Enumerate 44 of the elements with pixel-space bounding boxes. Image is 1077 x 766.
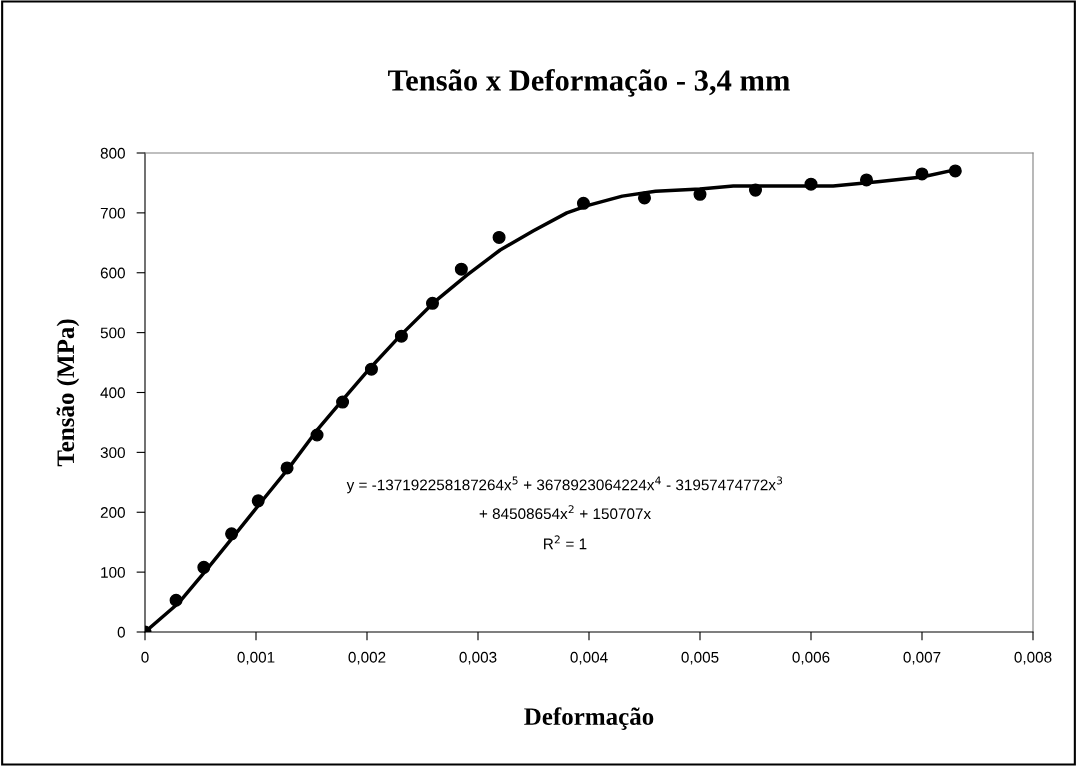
point [251, 494, 265, 508]
y-tick-label: 100 [101, 566, 125, 578]
point [169, 593, 183, 607]
point [336, 395, 350, 409]
y-axis-title: Tensão (MPa) [56, 319, 80, 467]
point [748, 183, 763, 197]
x-tick-label: 0,004 [570, 651, 608, 665]
point [915, 167, 929, 181]
y-tick-label: 0 [117, 626, 125, 638]
y-tick-label: 600 [100, 267, 125, 279]
point [859, 173, 874, 187]
annotation: y = -137192258187264x$^{5}$ + 3678923064224x$^{4}$ - 31957474772x$^{3}$ [346, 476, 783, 494]
x-tick-label: 0 [141, 651, 149, 663]
point [310, 428, 324, 442]
x-tick-label: 0,002 [348, 651, 386, 665]
point [425, 296, 439, 310]
x-tick-label: 0,001 [237, 651, 275, 665]
point [364, 362, 378, 376]
point [197, 560, 211, 574]
point [280, 461, 294, 475]
x-tick-label: 0,006 [792, 651, 830, 665]
y-tick-label: 800 [100, 147, 125, 159]
x-tick-label: 0,005 [681, 651, 719, 665]
y-tick-label: 500 [100, 327, 125, 339]
y-tick-label: 700 [100, 207, 125, 219]
y-tick-label: 400 [100, 387, 125, 399]
point [576, 196, 590, 210]
y-tick-label: 300 [100, 447, 125, 459]
point [394, 329, 408, 343]
x-tick-label: 0,007 [903, 651, 941, 665]
point [948, 164, 962, 178]
annotation: R$^{2}$ = 1 [544, 535, 587, 550]
x-tick-label: 0,008 [1014, 651, 1052, 665]
x-tick-label: 0,003 [459, 651, 497, 665]
point [693, 187, 707, 201]
point [804, 177, 818, 191]
point [454, 262, 468, 276]
point [637, 191, 652, 205]
point [492, 230, 506, 244]
annotation: + 84508654x$^{2}$ + 150707x [479, 505, 651, 520]
x-axis-title: Deformação [524, 707, 654, 730]
chart-title: Tensão x Deformação - 3,4 mm [388, 68, 790, 97]
y-tick-label: 200 [100, 507, 125, 518]
point [225, 527, 239, 541]
